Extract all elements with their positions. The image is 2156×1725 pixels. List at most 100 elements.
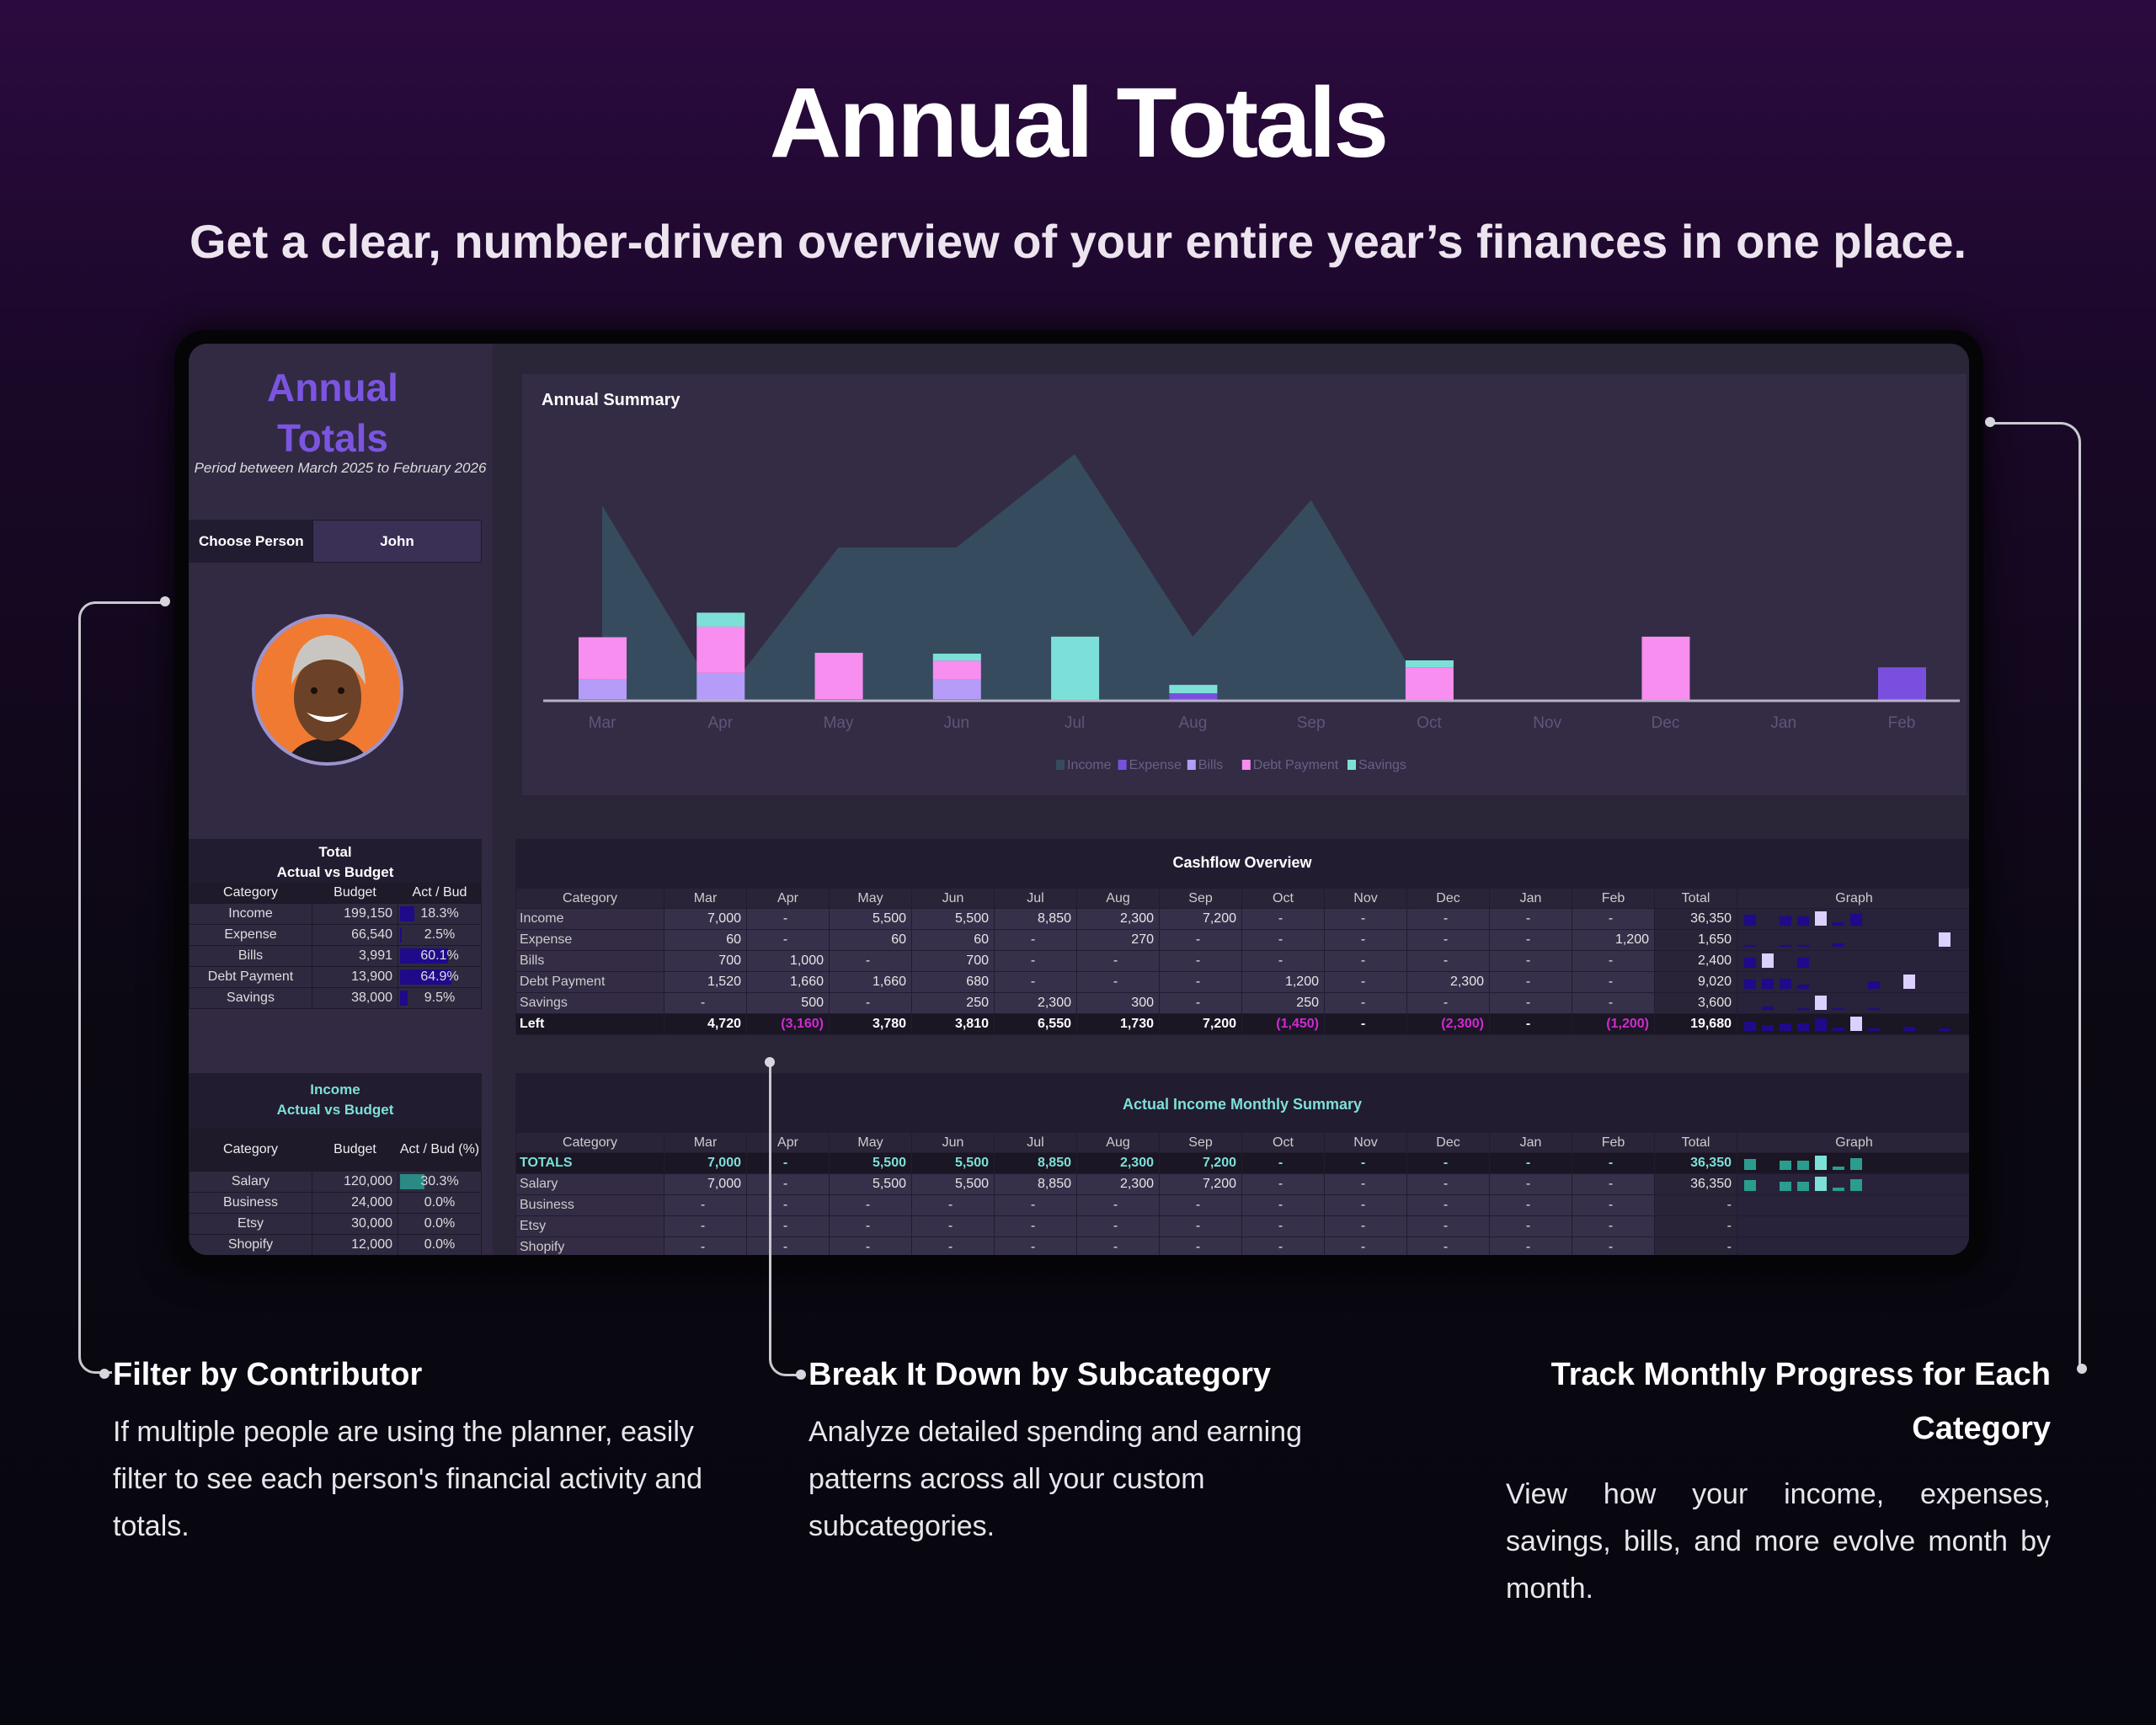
legend-swatch xyxy=(1118,760,1127,770)
month-value-cell: - xyxy=(829,950,912,972)
month-value-cell: - xyxy=(1076,950,1160,972)
sparkline-bar xyxy=(1850,1179,1862,1191)
act-bud-cell: 9.5% xyxy=(398,986,482,1009)
month-value-cell: - xyxy=(1572,950,1655,972)
sparkline-bar xyxy=(1850,1158,1862,1170)
month-value-cell: - xyxy=(1406,1215,1490,1237)
sparkline-bar xyxy=(1797,1161,1809,1170)
month-value-cell: - xyxy=(746,1173,830,1195)
column-header: Category xyxy=(189,1129,312,1171)
percent-value: 0.0% xyxy=(424,1215,456,1231)
progress-bar xyxy=(400,948,448,964)
sparkline-bar xyxy=(1797,945,1809,947)
connector-dot xyxy=(160,596,170,606)
sparkline-cell xyxy=(1737,1236,1969,1255)
sparkline-bar xyxy=(1780,1161,1791,1170)
month-value-cell: - xyxy=(1489,1013,1572,1035)
sparkline-bar xyxy=(1903,975,1915,989)
month-value-cell: 1,730 xyxy=(1076,1013,1160,1035)
x-tick-label: Aug xyxy=(1178,714,1207,732)
category-cell: Income xyxy=(515,908,664,930)
bar-debt-payment xyxy=(696,626,745,673)
column-header: Act / Bud (%) xyxy=(398,1129,482,1171)
budget-cell: 13,900 xyxy=(312,965,398,988)
total-cell: 9,020 xyxy=(1654,971,1737,993)
month-value-cell: 300 xyxy=(1076,992,1160,1014)
column-header: Dec xyxy=(1406,1132,1490,1153)
column-header: Feb xyxy=(1572,888,1655,909)
month-value-cell: - xyxy=(1076,1215,1160,1237)
income-monthly-summary-table: Actual Income Monthly Summary Category Ma… xyxy=(515,1073,1969,1255)
month-value-cell: 1,200 xyxy=(1572,929,1655,951)
month-value-cell: - xyxy=(994,1194,1077,1216)
title-line: Total xyxy=(318,844,352,860)
month-value-cell: 5,500 xyxy=(829,1173,912,1195)
total-cell: - xyxy=(1654,1194,1737,1216)
progress-bar xyxy=(400,990,408,1006)
column-header: Oct xyxy=(1241,888,1325,909)
table-row: Etsy - - - - - - - - - - - - - xyxy=(515,1215,1969,1237)
bar-expense xyxy=(1169,693,1218,701)
person-dropdown[interactable]: John xyxy=(312,520,482,563)
callout-subcategory: Break It Down by Subcategory Analyze det… xyxy=(808,1348,1398,1550)
sparkline-bar xyxy=(1868,981,1880,989)
month-value-cell: 1,520 xyxy=(664,971,747,993)
month-value-cell: - xyxy=(1159,1236,1242,1255)
month-value-cell: - xyxy=(1324,1152,1407,1174)
table-row: Debt Payment 1,520 1,660 1,660 680- - -1,200-2… xyxy=(515,971,1969,993)
month-value-cell: - xyxy=(746,929,830,951)
month-value-cell: 8,850 xyxy=(994,908,1077,930)
bar-savings xyxy=(932,654,981,661)
choose-person-label: Choose Person xyxy=(189,520,312,563)
callout-monthly-progress: Track Monthly Progress for Each Category… xyxy=(1506,1348,2051,1612)
bar-bills xyxy=(932,679,981,700)
month-value-cell: - xyxy=(1076,1236,1160,1255)
sparkline-bar xyxy=(1762,1024,1774,1031)
table-row: Bills 3,991 60.1% xyxy=(189,944,482,967)
month-value-cell: - xyxy=(1572,908,1655,930)
sparkline-bar xyxy=(1850,914,1862,926)
sparkline-bar xyxy=(1815,1017,1827,1031)
progress-bar xyxy=(400,1173,424,1189)
bar-savings xyxy=(1405,660,1454,668)
income-actual-vs-budget-table: Income Actual vs Budget Category Budget Act… xyxy=(189,1073,482,1255)
x-tick-label: Nov xyxy=(1533,714,1561,732)
column-header: Budget xyxy=(312,1129,398,1171)
legend-label: Bills xyxy=(1198,758,1223,772)
month-value-cell: 7,000 xyxy=(664,1173,747,1195)
category-cell: Income xyxy=(189,902,312,925)
sparkline-bar xyxy=(1797,958,1809,968)
x-tick-label: Dec xyxy=(1652,714,1680,732)
table-row: Income 199,150 18.3% xyxy=(189,902,482,925)
budget-cell: 38,000 xyxy=(312,986,398,1009)
callout-title: Track Monthly Progress for Each Category xyxy=(1550,1357,2051,1446)
month-value-cell: 5,500 xyxy=(911,1173,995,1195)
month-value-cell: 1,660 xyxy=(829,971,912,993)
sidebar-title: Annual Totals xyxy=(189,362,477,463)
month-value-cell: - xyxy=(1406,950,1490,972)
table-row: Business - - - - - - - - - - - - - xyxy=(515,1194,1969,1216)
month-value-cell: (3,160) xyxy=(746,1013,830,1035)
callout-title: Filter by Contributor xyxy=(113,1357,423,1392)
x-tick-label: Apr xyxy=(707,714,733,732)
sparkline-bar xyxy=(1939,1028,1951,1031)
month-value-cell: - xyxy=(746,908,830,930)
month-value-cell: - xyxy=(1572,1152,1655,1174)
budget-cell: 3,991 xyxy=(312,944,398,967)
title-line: Totals xyxy=(276,416,389,460)
sparkline-bar xyxy=(1780,1182,1791,1191)
month-value-cell: - xyxy=(1572,1173,1655,1195)
month-value-cell: - xyxy=(1489,929,1572,951)
sparkline-bar xyxy=(1744,914,1756,926)
month-value-cell: 3,780 xyxy=(829,1013,912,1035)
category-cell: Salary xyxy=(515,1173,664,1195)
act-bud-cell: 64.9% xyxy=(398,965,482,988)
category-cell: Shopify xyxy=(189,1233,312,1255)
act-bud-cell: 0.0% xyxy=(398,1191,482,1214)
table-row: Expense 60-60 60-270- - - - -1,200 1,650 xyxy=(515,929,1969,951)
table-title: Cashflow Overview xyxy=(1172,854,1312,871)
month-value-cell: - xyxy=(1159,1215,1242,1237)
total-actual-vs-budget-table: Total Actual vs Budget Category Budget Act … xyxy=(189,839,482,1009)
connector-line xyxy=(78,601,112,1374)
month-value-cell: - xyxy=(1489,1173,1572,1195)
